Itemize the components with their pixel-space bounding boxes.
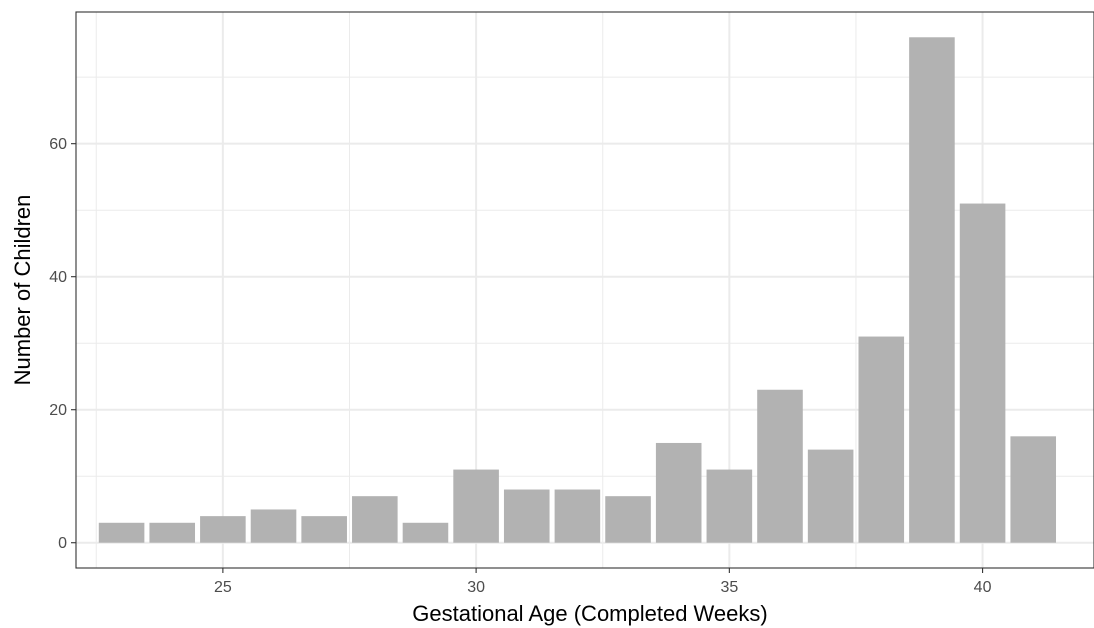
bar-week-39 xyxy=(909,37,955,543)
x-axis: 25 30 35 40 xyxy=(214,568,992,596)
y-axis-title: Number of Children xyxy=(10,195,35,386)
bar-week-25 xyxy=(200,516,246,543)
y-tick-label: 0 xyxy=(58,535,67,552)
bar-week-27 xyxy=(301,516,347,543)
bar-week-26 xyxy=(250,509,297,543)
bar-week-35 xyxy=(706,469,753,543)
bar-week-29 xyxy=(402,522,449,543)
bar-week-37 xyxy=(807,449,854,543)
x-axis-title: Gestational Age (Completed Weeks) xyxy=(412,601,767,626)
bar-week-36 xyxy=(757,389,803,543)
bar-week-38 xyxy=(858,336,905,543)
bar-week-32 xyxy=(554,489,601,543)
bar-week-33 xyxy=(605,496,651,543)
bar-week-31 xyxy=(503,489,550,543)
y-tick-label: 40 xyxy=(49,269,67,286)
y-tick-label: 20 xyxy=(49,402,67,419)
bar-week-34 xyxy=(655,442,702,543)
y-axis: 0 20 40 60 xyxy=(49,136,76,552)
y-tick-label: 60 xyxy=(49,136,67,153)
bar-week-23 xyxy=(98,522,145,543)
x-tick-label: 40 xyxy=(974,579,992,596)
x-tick-label: 30 xyxy=(467,579,485,596)
bar-week-24 xyxy=(149,522,196,543)
x-tick-label: 25 xyxy=(214,579,232,596)
bar-week-30 xyxy=(453,469,499,543)
bars xyxy=(98,37,1057,543)
bar-week-40 xyxy=(959,203,1006,543)
x-tick-label: 35 xyxy=(720,579,738,596)
bar-week-28 xyxy=(352,496,398,543)
plot-panel-border xyxy=(75,11,1094,569)
bar-week-41 xyxy=(1010,436,1057,543)
